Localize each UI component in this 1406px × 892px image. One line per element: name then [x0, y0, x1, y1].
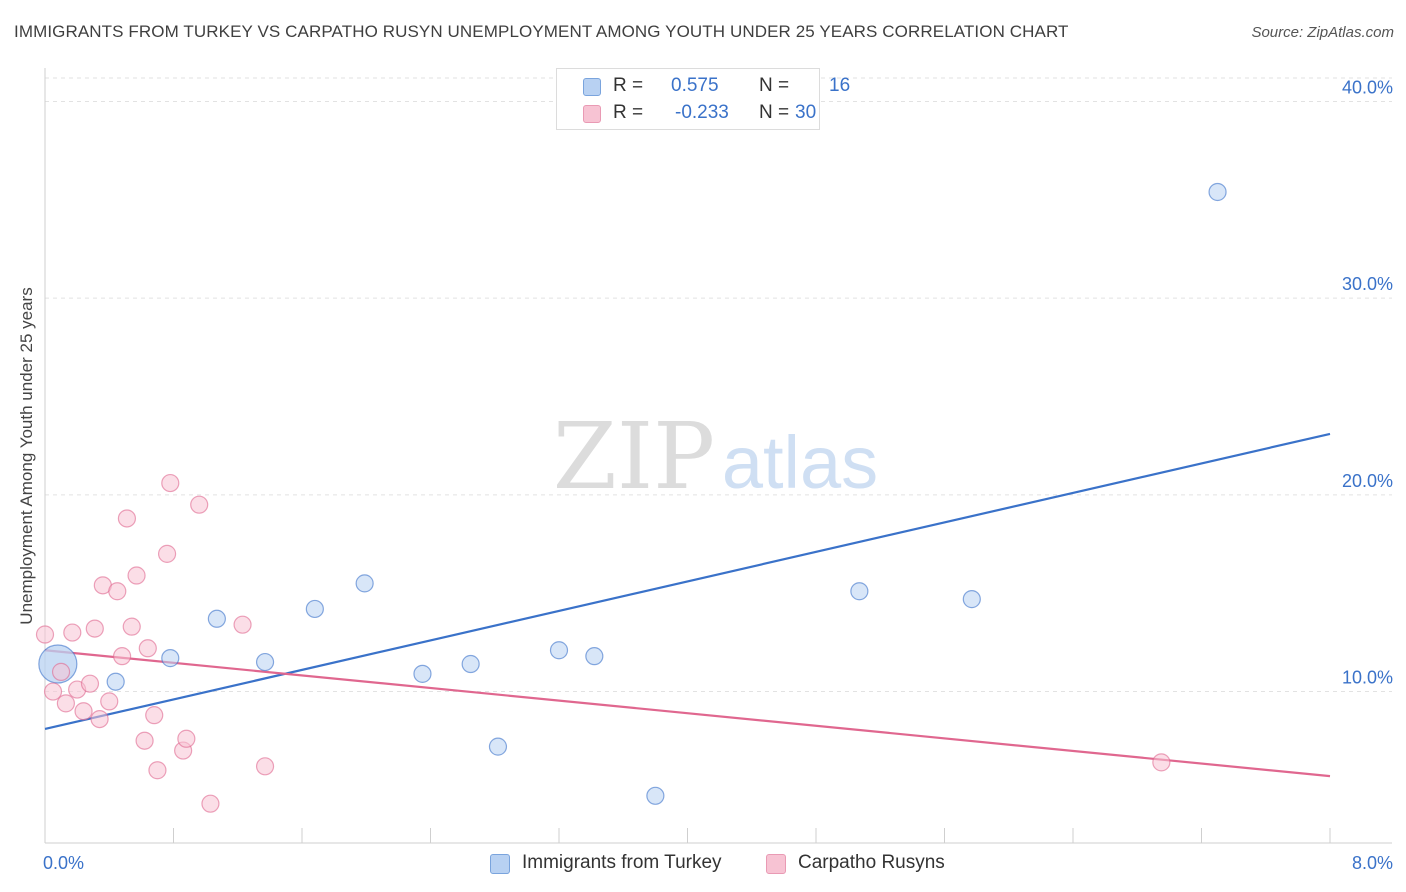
- turkey-point: [1208, 182, 1227, 202]
- rusyn-point: [63, 623, 82, 642]
- rusyn-point: [35, 625, 55, 644]
- rusyn-point: [255, 757, 275, 776]
- r-label: R =: [613, 102, 644, 123]
- rusyn-legend-swatch: [766, 854, 786, 874]
- rusyn-legend-label: Carpatho Rusyns: [798, 852, 945, 873]
- rusyn-point: [148, 761, 167, 780]
- turkey-point: [355, 574, 374, 593]
- rusyn-point: [161, 473, 180, 493]
- data-points: [35, 182, 1227, 813]
- n-value: 30: [795, 102, 817, 123]
- x-tick-label: 8.0%: [1352, 853, 1393, 873]
- rusyn-point: [112, 647, 132, 666]
- n-value: 16: [829, 75, 851, 96]
- rusyn-point: [122, 617, 141, 636]
- rusyn-point: [51, 662, 71, 681]
- turkey-point: [549, 641, 569, 660]
- turkey-point: [255, 652, 275, 672]
- n-label: N =: [759, 102, 790, 123]
- tick-labels: 10.0% 20.0% 30.0% 40.0% 0.0% 8.0%: [43, 78, 1393, 873]
- axes: [44, 68, 1392, 844]
- turkey-point: [207, 609, 226, 628]
- rusyn-point: [177, 729, 196, 748]
- y-tick-label: 30.0%: [1342, 274, 1393, 294]
- turkey-point: [962, 590, 981, 609]
- watermark: ZIP atlas: [553, 403, 878, 510]
- rusyn-point: [90, 709, 109, 729]
- turkey-trend-line: [44, 432, 1331, 730]
- turkey-point: [305, 599, 324, 619]
- rusyn-point: [127, 566, 146, 585]
- turkey-legend-label: Immigrants from Turkey: [522, 852, 722, 873]
- rusyn-point: [117, 509, 137, 528]
- turkey-point: [413, 664, 432, 683]
- trend-lines: [44, 432, 1331, 778]
- rusyn-point: [1152, 753, 1171, 772]
- n-label: N =: [759, 75, 790, 96]
- source-credit: Source: ZipAtlas.com: [1251, 24, 1394, 41]
- rusyn-point: [201, 794, 220, 813]
- turkey-point: [106, 672, 125, 691]
- watermark-zip: ZIP: [553, 403, 715, 510]
- rusyn-point: [85, 619, 104, 638]
- rusyn-point: [190, 495, 209, 514]
- rusyn-point: [135, 731, 154, 750]
- rusyn-point: [43, 682, 63, 701]
- turkey-point: [850, 582, 869, 601]
- r-value: 0.575: [671, 75, 719, 96]
- r-value: -0.233: [675, 102, 729, 123]
- rusyn-point: [56, 694, 75, 713]
- y-tick-label: 10.0%: [1342, 668, 1393, 688]
- turkey-point: [161, 649, 180, 668]
- turkey-swatch: [583, 78, 601, 96]
- correlation-legend: R = 0.575 N = 16 R = -0.233 N = 30: [556, 68, 850, 130]
- rusyn-point: [100, 692, 119, 711]
- rusyn-swatch: [583, 105, 601, 123]
- rusyn-point: [233, 615, 252, 634]
- rusyn-point: [108, 582, 127, 601]
- y-tick-label: 20.0%: [1342, 471, 1393, 491]
- chart-title: IMMIGRANTS FROM TURKEY VS CARPATHO RUSYN…: [14, 22, 1069, 41]
- watermark-atlas: atlas: [722, 421, 878, 504]
- rusyn-point: [157, 544, 177, 563]
- r-label: R =: [613, 75, 644, 96]
- turkey-point: [488, 737, 508, 756]
- turkey-point: [585, 647, 604, 666]
- rusyn-trend-line: [44, 649, 1331, 778]
- gridlines: [45, 77, 1392, 693]
- rusyn-point: [74, 702, 93, 721]
- y-tick-label: 40.0%: [1342, 78, 1393, 98]
- turkey-legend-swatch: [490, 854, 510, 874]
- turkey-point: [646, 786, 665, 805]
- rusyn-point: [138, 639, 157, 658]
- x-tick-label: 0.0%: [43, 853, 84, 873]
- rusyn-point: [80, 674, 100, 693]
- rusyn-point: [145, 706, 164, 725]
- turkey-point: [461, 654, 480, 674]
